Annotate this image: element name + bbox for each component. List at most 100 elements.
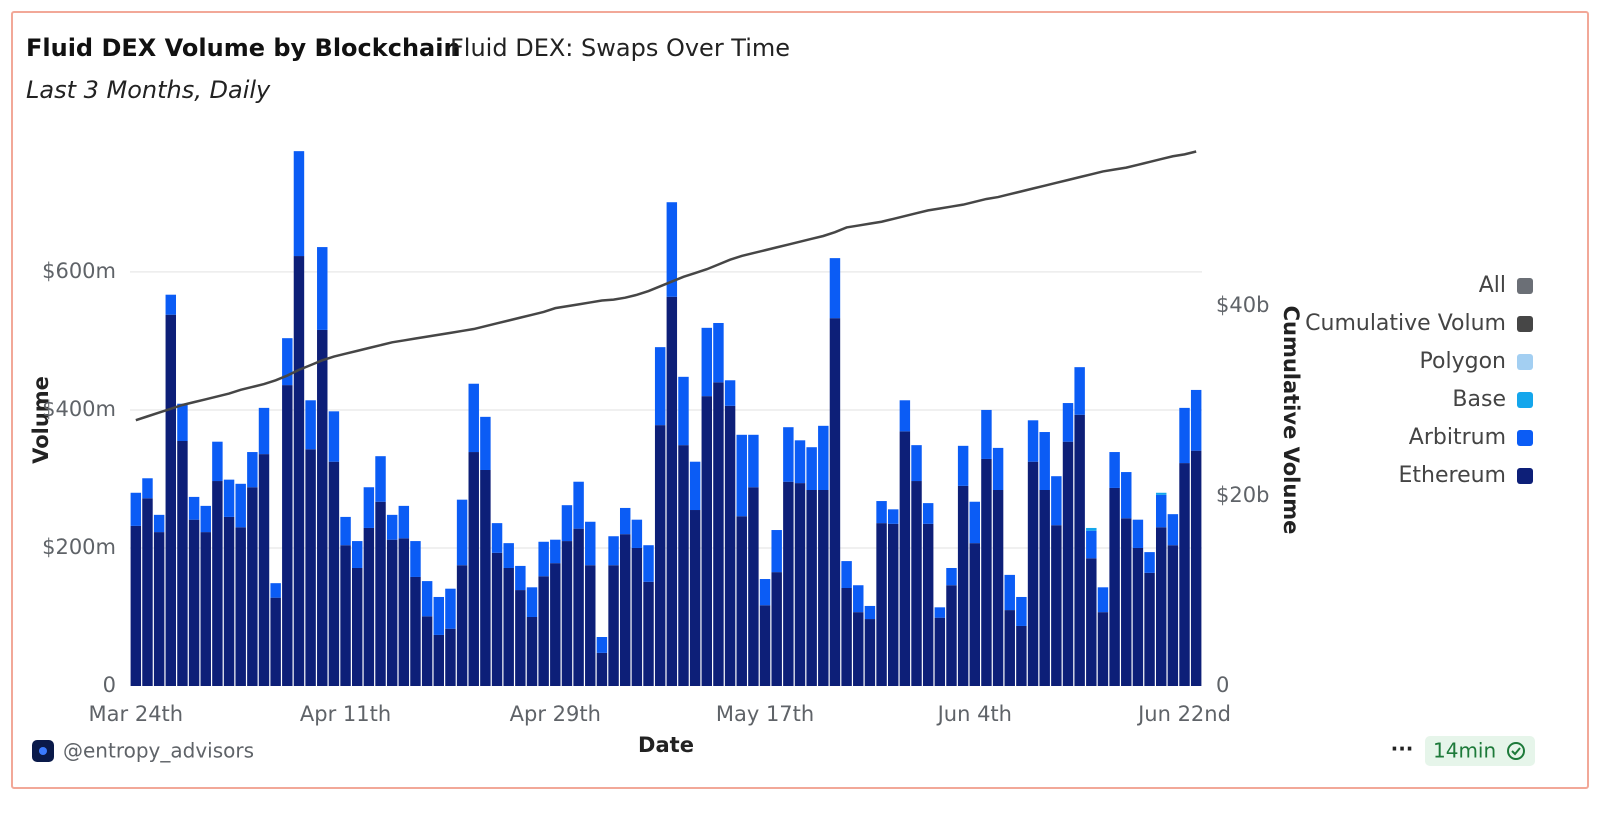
- bar-segment: [433, 634, 445, 686]
- bar-segment: [1097, 587, 1109, 613]
- bar-segment: [188, 519, 200, 686]
- bar-segment: [247, 452, 258, 488]
- bar-segment: [550, 563, 561, 686]
- bar-segment: [969, 543, 981, 686]
- bar-segment: [1109, 452, 1120, 488]
- bar-segment: [713, 382, 724, 686]
- bar-segment: [841, 561, 852, 589]
- bar-segment: [759, 605, 771, 686]
- bar-segment: [258, 454, 270, 686]
- bar-segment: [445, 588, 456, 629]
- bar-segment: [794, 483, 806, 686]
- legend-swatch[interactable]: [1517, 468, 1533, 484]
- bar-segment: [585, 565, 596, 686]
- bar-segment: [619, 534, 631, 686]
- bar-segment: [806, 490, 817, 686]
- bar-segment: [223, 516, 235, 686]
- bar-segment: [503, 543, 514, 568]
- chart-subtitle: Last 3 Months, Daily: [26, 76, 271, 104]
- bar-segment: [887, 509, 899, 524]
- author[interactable]: @entropy_advisors: [63, 739, 254, 763]
- bar-segment: [724, 405, 736, 686]
- bar-segment: [818, 425, 829, 491]
- bar-segment: [258, 407, 270, 455]
- bar-segment: [841, 588, 852, 686]
- bar-segment: [1132, 547, 1144, 686]
- bar-segment: [375, 501, 386, 686]
- bar-segment: [340, 545, 351, 686]
- cumulative-line: [135, 150, 1197, 422]
- bar-segment: [526, 587, 538, 617]
- bar-segment: [550, 539, 561, 564]
- bar-segment: [992, 447, 1004, 491]
- bar-segment: [282, 338, 293, 386]
- bar-segment: [771, 572, 782, 686]
- menu-button[interactable]: ···: [1391, 737, 1414, 761]
- legend-swatch[interactable]: [1517, 392, 1533, 408]
- bar-segment: [678, 376, 689, 446]
- x-tick-label: Apr 29th: [510, 702, 601, 726]
- bar-segment: [934, 617, 946, 686]
- bar-segment: [235, 483, 246, 528]
- bar-segment: [223, 479, 235, 517]
- legend-swatch[interactable]: [1517, 316, 1533, 332]
- x-axis-label: Date: [638, 733, 694, 757]
- bar-segment: [654, 425, 666, 686]
- bar-segment: [934, 607, 946, 618]
- bar-segment: [177, 403, 188, 442]
- bar-segment: [666, 296, 678, 686]
- bar-segment: [212, 441, 223, 482]
- bar-segment: [317, 247, 328, 330]
- bar-segment: [713, 322, 724, 383]
- bar-segment: [829, 258, 841, 319]
- y-axis-label: Volume: [29, 376, 53, 464]
- bar-segment: [375, 456, 386, 502]
- bar-segment: [270, 583, 281, 598]
- bar-segment: [1121, 518, 1132, 686]
- bar-segment: [177, 441, 188, 686]
- bar-segment: [328, 411, 340, 462]
- legend-swatch[interactable]: [1517, 278, 1533, 294]
- bar-segment: [398, 538, 410, 686]
- legend-label: Cumulative Volum: [1305, 311, 1506, 336]
- bar-segment: [433, 596, 445, 635]
- bar-segment: [748, 487, 759, 686]
- bar-segment: [806, 447, 817, 491]
- bar-segment: [305, 449, 316, 686]
- bar-segment: [410, 541, 421, 577]
- bar-segment: [911, 481, 922, 686]
- y2-tick-label: $40b: [1216, 293, 1269, 317]
- bar-segment: [130, 525, 142, 686]
- bar-segment: [957, 485, 969, 686]
- y2-tick-label: $20b: [1216, 483, 1269, 507]
- bar-segment: [538, 541, 549, 577]
- legend-swatch[interactable]: [1517, 354, 1533, 370]
- bar-segment: [188, 496, 200, 520]
- freshness-badge: [1425, 736, 1535, 766]
- bar-segment: [1086, 527, 1097, 531]
- bar-segment: [270, 597, 281, 686]
- bar-segment: [981, 458, 992, 686]
- bar-segment: [969, 501, 981, 544]
- bar-segment: [445, 628, 456, 686]
- bar-segment: [1074, 367, 1085, 415]
- bar-segment: [293, 151, 305, 257]
- bar-segment: [783, 481, 794, 686]
- bar-segment: [1051, 476, 1062, 526]
- bar-segment: [829, 318, 841, 686]
- bar-segment: [1086, 530, 1097, 559]
- bar-segment: [142, 478, 153, 499]
- bar-segment: [351, 567, 363, 686]
- bar-segment: [468, 383, 479, 453]
- bar-segment: [666, 202, 678, 297]
- bar-segment: [992, 490, 1004, 686]
- bar-segment: [515, 565, 526, 591]
- bar-segment: [538, 576, 549, 686]
- bar-segment: [1144, 572, 1155, 686]
- bar-segment: [899, 400, 911, 432]
- bar-segment: [328, 461, 340, 686]
- bar-segment: [1121, 472, 1132, 519]
- bar-segment: [631, 547, 643, 686]
- bar-segment: [1179, 407, 1190, 464]
- legend-swatch[interactable]: [1517, 430, 1533, 446]
